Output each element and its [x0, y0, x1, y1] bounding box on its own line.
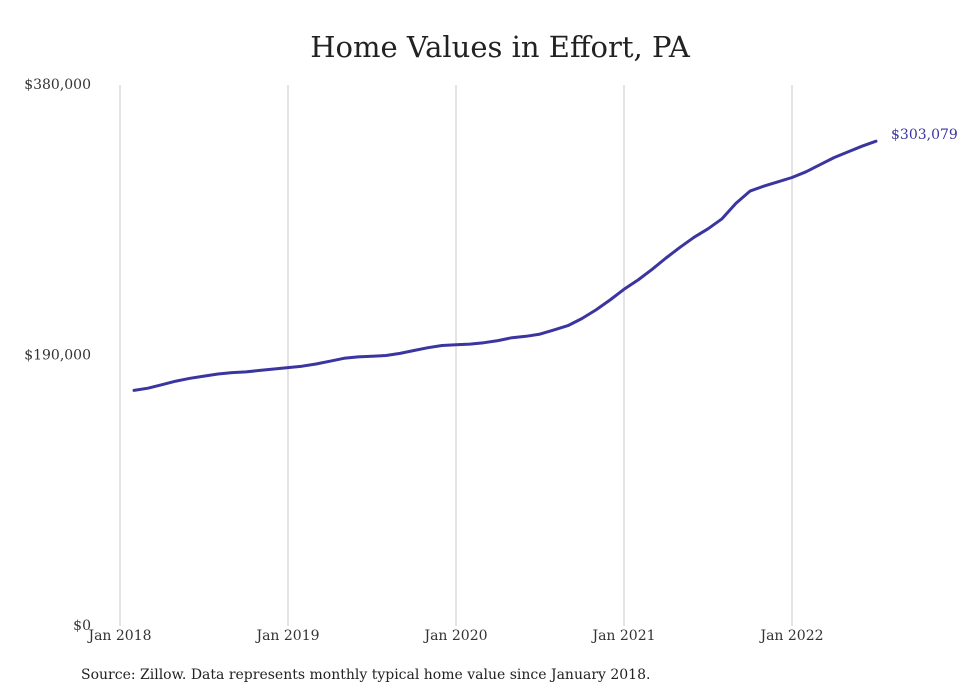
- x-tick-label: Jan 2022: [758, 628, 823, 644]
- x-tick-label: Jan 2020: [422, 628, 487, 644]
- series-line: [132, 139, 878, 392]
- end-value-label: $303,079: [891, 127, 958, 143]
- x-tick-label: Jan 2018: [86, 628, 151, 644]
- y-axis-ticks: $0 $190,000 $380,000: [24, 77, 91, 634]
- y-tick-label: $190,000: [24, 348, 91, 364]
- x-tick-label: Jan 2019: [254, 628, 319, 644]
- series-layer: [132, 139, 878, 392]
- y-tick-label: $380,000: [24, 77, 91, 93]
- x-axis-ticks: Jan 2018 Jan 2019 Jan 2020 Jan 2021 Jan 2022: [86, 628, 823, 644]
- y-tick-label: $0: [73, 618, 91, 634]
- x-tick-label: Jan 2021: [590, 628, 655, 644]
- gridlines: [119, 85, 793, 626]
- source-note: Source: Zillow. Data represents monthly …: [81, 667, 651, 683]
- chart-title: Home Values in Effort, PA: [310, 30, 690, 64]
- data-labels: $303,079: [891, 127, 958, 143]
